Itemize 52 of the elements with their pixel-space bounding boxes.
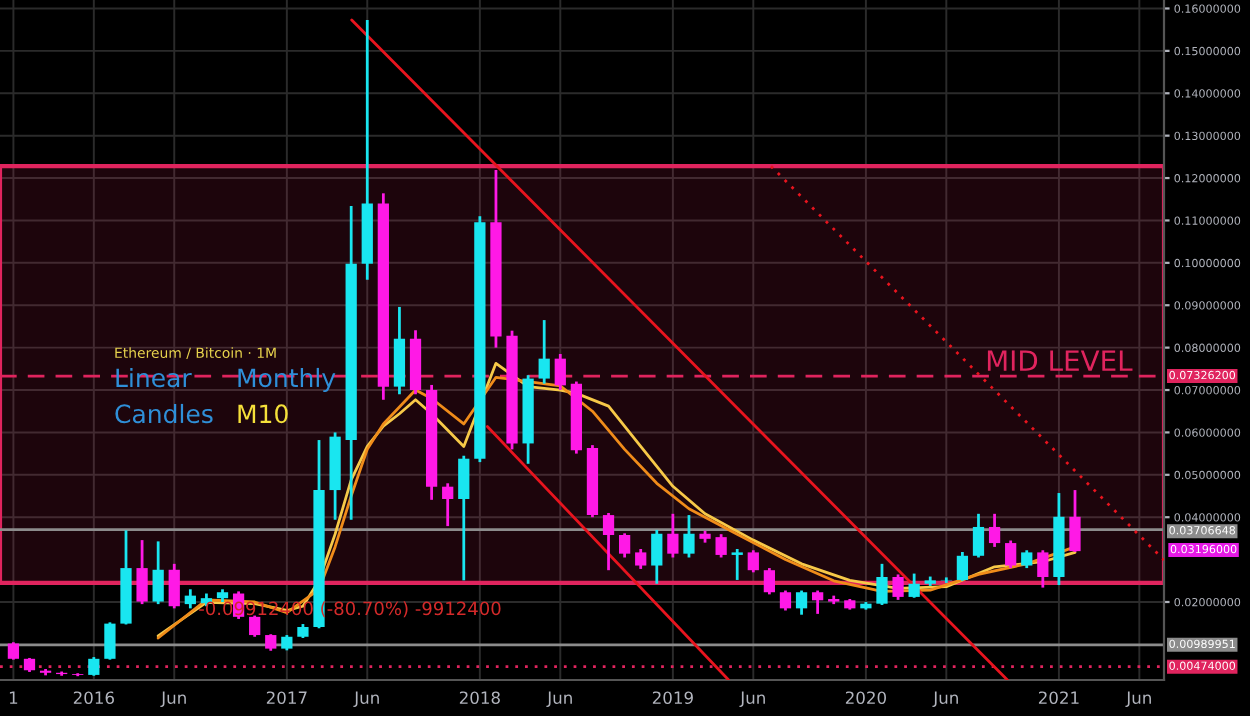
candlestick xyxy=(554,352,566,392)
candlestick xyxy=(458,454,470,582)
x-tick-label: Jun xyxy=(160,691,186,708)
candlestick xyxy=(779,589,792,612)
candlestick xyxy=(715,532,727,559)
candlestick xyxy=(876,562,888,607)
x-tick-label: Jun xyxy=(353,691,379,708)
candlestick xyxy=(972,512,985,559)
x-tick-label: Jun xyxy=(739,691,765,708)
annotation: Linear xyxy=(116,367,192,388)
x-tick-label: Jun xyxy=(932,691,958,708)
candlestick xyxy=(731,547,743,582)
candlestick xyxy=(1005,539,1017,570)
x-tick-label: Jun xyxy=(546,691,572,708)
candlestick xyxy=(795,589,808,617)
candlestick xyxy=(812,589,824,616)
x-tick-label: 2016 xyxy=(73,691,114,705)
candlestick xyxy=(683,513,695,559)
annotation: MID LEVEL xyxy=(987,350,1133,371)
annotation: Monthly xyxy=(238,367,336,393)
candlestick xyxy=(1037,548,1049,589)
candlestick xyxy=(602,511,615,572)
x-tick-label: 2020 xyxy=(845,691,886,705)
candlestick xyxy=(618,531,631,559)
candlestick xyxy=(152,539,164,606)
candlestick xyxy=(393,305,406,396)
candlestick xyxy=(538,318,550,386)
x-tick-label: 1 xyxy=(9,691,18,704)
candlestick xyxy=(667,512,679,559)
candlestick xyxy=(956,550,969,583)
x-tick-label: 2018 xyxy=(459,691,500,705)
x-tick-label: 2021 xyxy=(1038,691,1079,705)
candlestick xyxy=(908,572,920,600)
annotation: Candles xyxy=(115,403,213,424)
x-tick-label: 2017 xyxy=(266,691,307,705)
x-tick-label: 2019 xyxy=(652,691,693,705)
candlestick xyxy=(442,481,454,528)
candlestick xyxy=(747,548,759,574)
candlestick xyxy=(136,538,148,606)
candlestick xyxy=(651,528,663,586)
candlestick xyxy=(184,587,196,610)
candlestick xyxy=(763,566,776,596)
candlestick xyxy=(104,620,116,662)
candlestick xyxy=(988,512,1001,549)
candlestick xyxy=(249,614,261,639)
candlestick xyxy=(635,547,647,571)
candlestick xyxy=(1069,488,1081,554)
candlestick xyxy=(168,562,180,610)
x-tick-label: Jun xyxy=(1125,691,1151,708)
candlestick xyxy=(88,655,100,678)
annotation: M10 xyxy=(238,404,288,424)
candlestick xyxy=(892,573,904,602)
